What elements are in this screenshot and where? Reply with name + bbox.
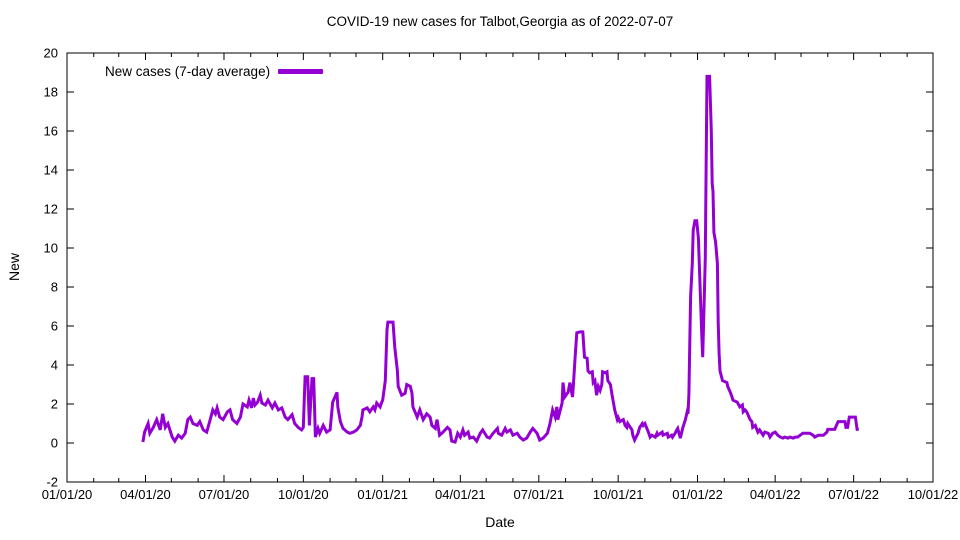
y-tick-label: 18 <box>44 85 58 100</box>
chart-title: COVID-19 new cases for Talbot,Georgia as… <box>326 14 674 29</box>
y-tick-label: 2 <box>51 397 58 412</box>
y-tick-label: -2 <box>46 475 58 490</box>
x-tick-label: 10/01/22 <box>908 487 959 502</box>
y-tick-label: 16 <box>44 124 58 139</box>
y-axis: -2 0 2 4 6 8 10 12 14 16 18 20 <box>44 46 933 490</box>
x-tick-label: 01/01/21 <box>357 487 408 502</box>
plot-border <box>66 52 934 483</box>
y-axis-title: New <box>6 252 22 282</box>
x-tick-label: 01/01/20 <box>42 487 93 502</box>
x-axis: 01/01/20 04/01/20 07/01/20 10/01/20 01/01/21… <box>42 53 959 502</box>
x-tick-label: 10/01/21 <box>593 487 644 502</box>
x-tick-label: 07/01/22 <box>828 487 879 502</box>
y-tick-label: 0 <box>51 436 58 451</box>
y-tick-label: 8 <box>51 280 58 295</box>
x-tick-label: 04/01/20 <box>120 487 171 502</box>
y-tick-label: 12 <box>44 202 58 217</box>
y-tick-label: 14 <box>44 163 58 178</box>
x-tick-label: 07/01/21 <box>514 487 565 502</box>
new-cases-line <box>141 74 859 444</box>
x-tick-label: 10/01/20 <box>278 487 329 502</box>
x-tick-label: 01/01/22 <box>672 487 723 502</box>
y-tick-label: 4 <box>51 358 58 373</box>
y-tick-label: 6 <box>51 319 58 334</box>
x-tick-label: 04/01/22 <box>750 487 801 502</box>
legend: New cases (7-day average) <box>105 64 324 79</box>
y-tick-label: 20 <box>44 46 58 61</box>
x-tick-label: 07/01/20 <box>199 487 250 502</box>
legend-sample-line <box>278 69 324 74</box>
legend-label: New cases (7-day average) <box>105 64 271 79</box>
x-tick-label: 04/01/21 <box>435 487 486 502</box>
x-axis-title: Date <box>485 514 515 530</box>
y-tick-label: 10 <box>44 241 58 256</box>
